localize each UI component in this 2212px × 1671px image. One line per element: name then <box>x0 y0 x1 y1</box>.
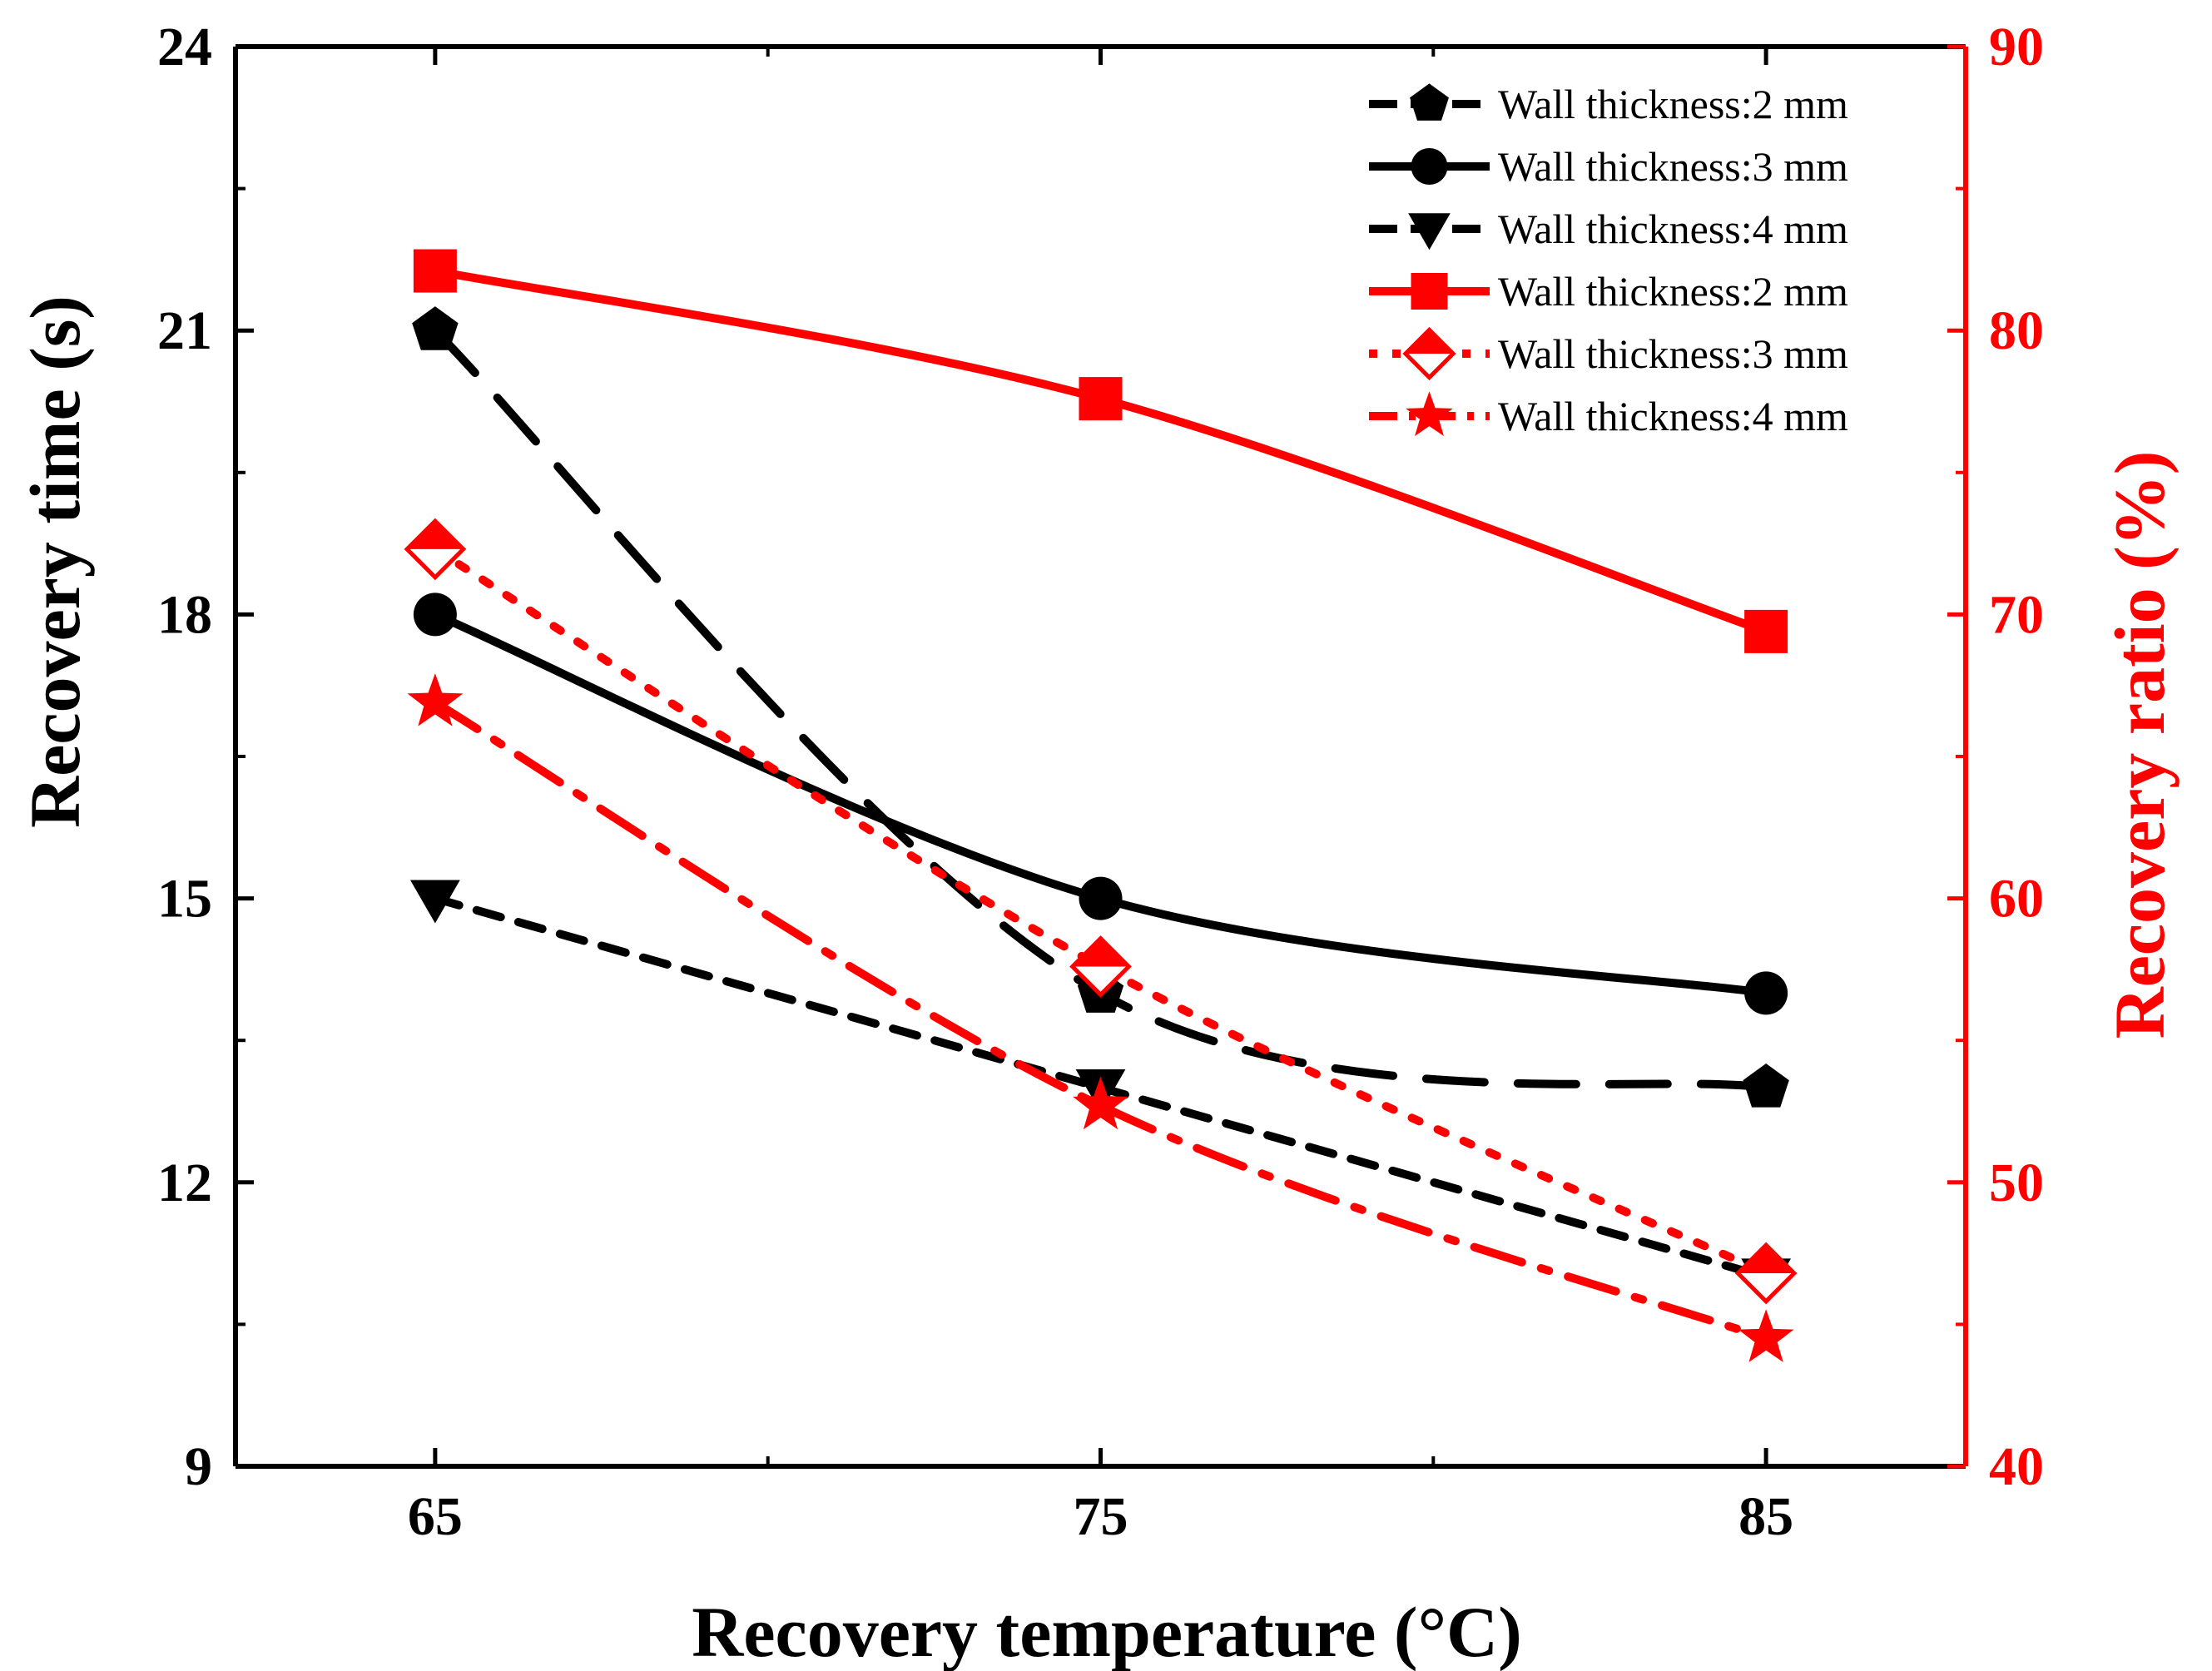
circle-marker <box>413 593 457 637</box>
legend-marker <box>1411 273 1448 310</box>
legend-marker <box>1410 83 1449 121</box>
legend-marker <box>1406 391 1453 437</box>
data-point <box>1079 876 1123 920</box>
pentagon-marker <box>1743 1063 1789 1108</box>
series-4 <box>413 249 1788 653</box>
legend-item: Wall thickness:4 mm <box>1369 206 1848 252</box>
legend: Wall thickness:2 mm Wall thickness:3 mm Wa… <box>1369 81 1848 439</box>
legend-label: Wall thickness:2 mm <box>1498 81 1848 127</box>
pentagon-marker <box>412 306 459 350</box>
y2-tick-label: 50 <box>1989 1153 2044 1213</box>
y-tick-label: 9 <box>185 1436 212 1497</box>
y-tick-label: 21 <box>157 300 212 361</box>
legend-label: Wall thickness:2 mm <box>1498 268 1848 315</box>
square-marker <box>1744 609 1788 653</box>
square-marker <box>1079 377 1123 421</box>
data-point <box>1744 971 1788 1015</box>
data-point <box>412 306 459 350</box>
series-line <box>430 326 1771 1093</box>
star-marker <box>407 673 464 726</box>
pentagon-marker <box>1410 83 1449 121</box>
legend-label: Wall thickness:4 mm <box>1498 206 1848 252</box>
legend-item: Wall thickness:3 mm <box>1369 326 1848 381</box>
data-point <box>1738 1309 1794 1362</box>
data-point <box>1744 609 1788 653</box>
legend-label: Wall thickness:3 mm <box>1498 330 1848 377</box>
data-point <box>413 249 457 293</box>
y-tick-label: 15 <box>157 869 212 930</box>
data-point <box>1079 377 1123 421</box>
y2-tick-label: 40 <box>1989 1436 2044 1497</box>
legend-marker <box>1402 326 1456 381</box>
y2-axis-title: Recovery ratio (%) <box>2100 451 2180 1039</box>
legend-label: Wall thickness:3 mm <box>1498 143 1848 190</box>
series-line <box>430 544 1771 1277</box>
legend-marker <box>1411 148 1448 185</box>
series-6 <box>407 673 1794 1362</box>
axes-layer: 65 75 85 9 12 15 18 21 24 40 50 60 70 80 90 <box>157 17 2044 1547</box>
series-2 <box>413 593 1788 1015</box>
square-marker <box>1411 273 1448 310</box>
series-layer <box>404 249 1798 1362</box>
legend-item: Wall thickness:3 mm <box>1369 143 1848 190</box>
y-tick-label: 24 <box>157 17 212 77</box>
diamond-fill-half <box>1738 1245 1794 1273</box>
x-tick-label: 75 <box>1074 1486 1128 1547</box>
legend-item: Wall thickness:2 mm <box>1369 81 1848 127</box>
x-tick-label: 65 <box>408 1486 463 1547</box>
y-tick-label: 12 <box>157 1153 212 1213</box>
legend-label: Wall thickness:4 mm <box>1498 393 1848 439</box>
legend-marker <box>1408 213 1451 250</box>
star-marker <box>1406 391 1453 437</box>
data-point <box>409 880 460 924</box>
x-tick-label: 85 <box>1738 1486 1793 1547</box>
circle-marker <box>1744 971 1788 1015</box>
y-tick-label: 18 <box>157 584 212 645</box>
y2-tick-label: 60 <box>1989 869 2044 930</box>
data-point <box>1743 1063 1789 1108</box>
data-point <box>1073 1076 1128 1130</box>
diamond-fill-half <box>1072 938 1129 967</box>
data-point <box>1069 935 1132 998</box>
series-line <box>430 698 1771 1343</box>
square-marker <box>413 249 457 293</box>
y2-tick-label: 70 <box>1989 584 2044 645</box>
circle-marker <box>1411 148 1448 185</box>
star-marker <box>1073 1076 1128 1130</box>
legend-item: Wall thickness:2 mm <box>1369 268 1848 315</box>
triangle-marker <box>409 880 460 924</box>
series-5 <box>404 518 1798 1305</box>
x-axis-title: Recovery temperature (°C) <box>692 1592 1521 1671</box>
circle-marker <box>1079 876 1123 920</box>
diamond-fill-half <box>1405 330 1454 354</box>
diamond-fill-half <box>407 521 464 549</box>
data-point <box>404 518 467 581</box>
y2-tick-label: 90 <box>1989 17 2044 77</box>
y-axis-title: Recovery time (s) <box>15 295 95 828</box>
star-marker <box>1738 1309 1794 1362</box>
data-point <box>1734 1242 1798 1305</box>
triangle-marker <box>1408 213 1451 250</box>
legend-item: Wall thickness:4 mm <box>1369 391 1848 439</box>
y2-tick-label: 80 <box>1989 300 2044 361</box>
series-line <box>430 266 1771 636</box>
data-point <box>413 593 457 637</box>
data-point <box>407 673 464 726</box>
